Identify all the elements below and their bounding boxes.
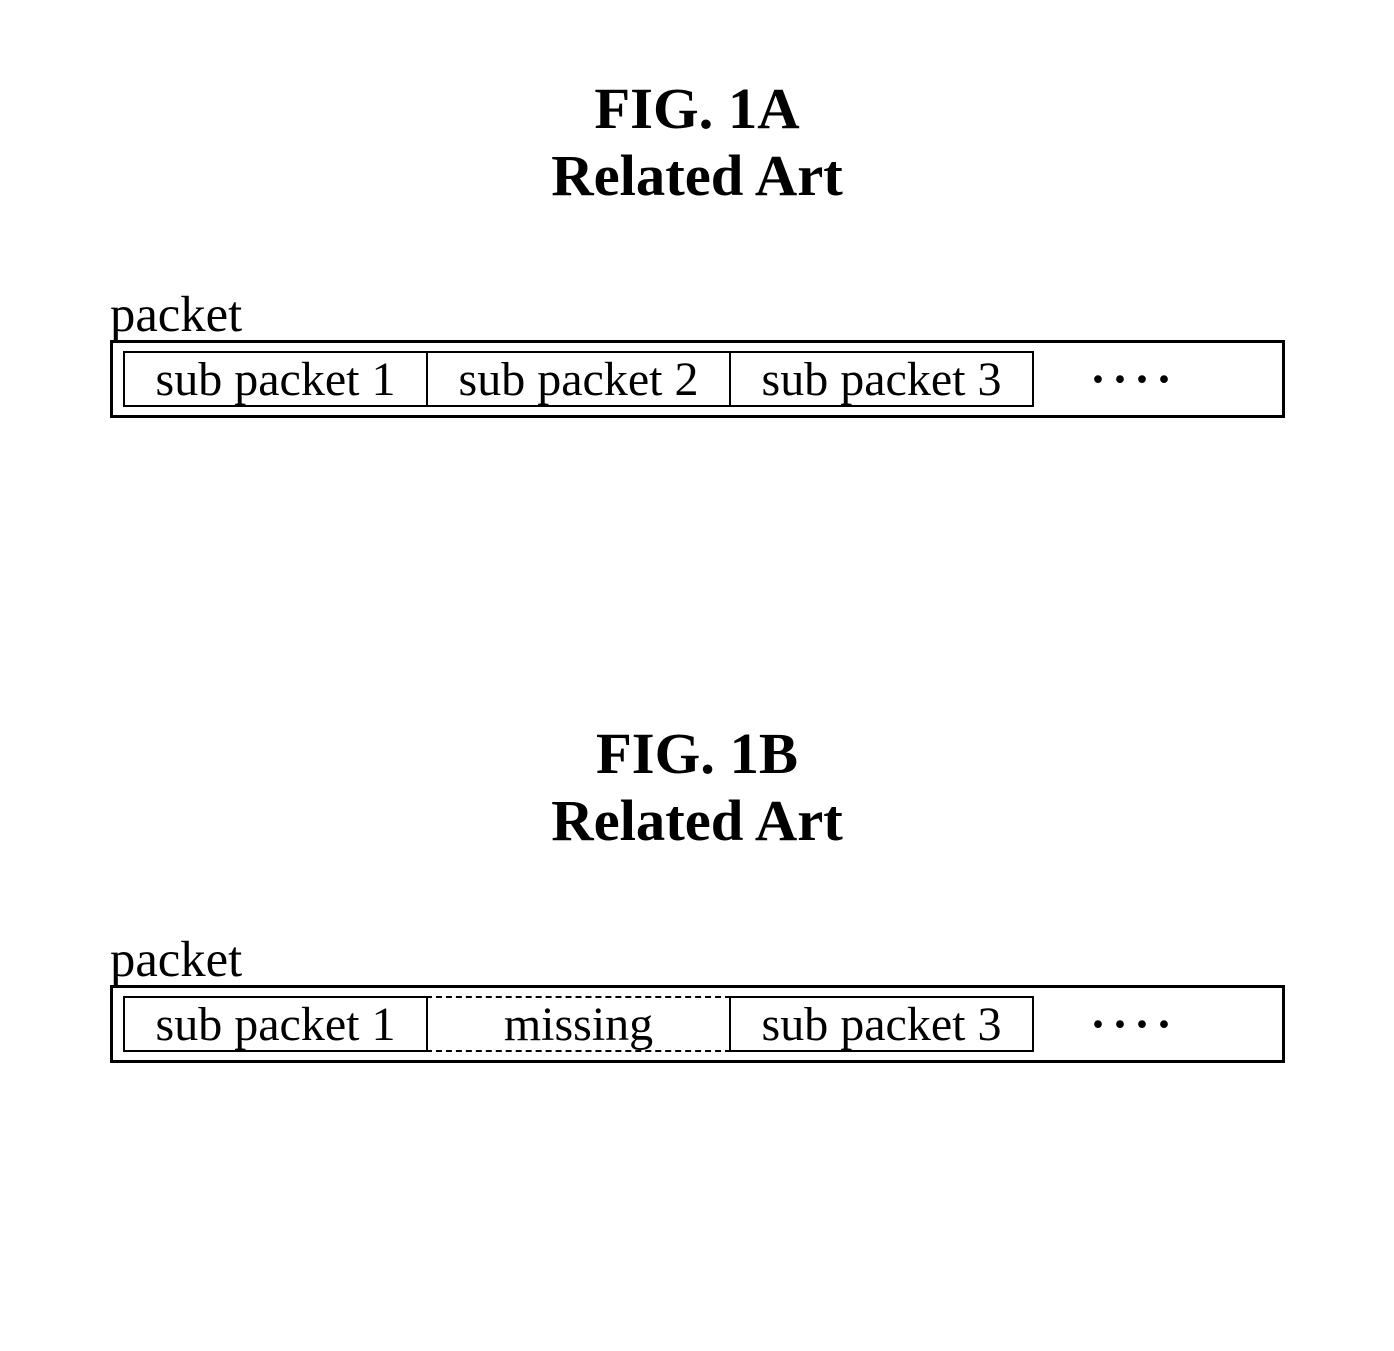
figure-1b-title: FIG. 1B Related Art xyxy=(0,720,1394,855)
figure-1a-title-line2: Related Art xyxy=(0,142,1394,209)
figure-1a-packet-label: packet xyxy=(110,285,242,343)
sub-packet-cell: sub packet 3 xyxy=(729,351,1034,407)
sub-packet-cell: sub packet 3 xyxy=(729,996,1034,1052)
figure-1a-title-line1: FIG. 1A xyxy=(0,75,1394,142)
ellipsis-cell: ···· xyxy=(1034,351,1234,407)
figure-1a-packet-outer: sub packet 1sub packet 2sub packet 3···· xyxy=(110,340,1285,418)
sub-packet-cell: missing xyxy=(426,996,731,1052)
figure-1b-packet-outer: sub packet 1missingsub packet 3···· xyxy=(110,985,1285,1063)
figure-1a-title: FIG. 1A Related Art xyxy=(0,75,1394,210)
ellipsis-cell: ···· xyxy=(1034,996,1234,1052)
figure-1b-packet-label: packet xyxy=(110,930,242,988)
figure-1b-title-line2: Related Art xyxy=(0,787,1394,854)
figure-1b-title-line1: FIG. 1B xyxy=(0,720,1394,787)
sub-packet-cell: sub packet 1 xyxy=(123,351,428,407)
sub-packet-cell: sub packet 2 xyxy=(426,351,731,407)
sub-packet-cell: sub packet 1 xyxy=(123,996,428,1052)
